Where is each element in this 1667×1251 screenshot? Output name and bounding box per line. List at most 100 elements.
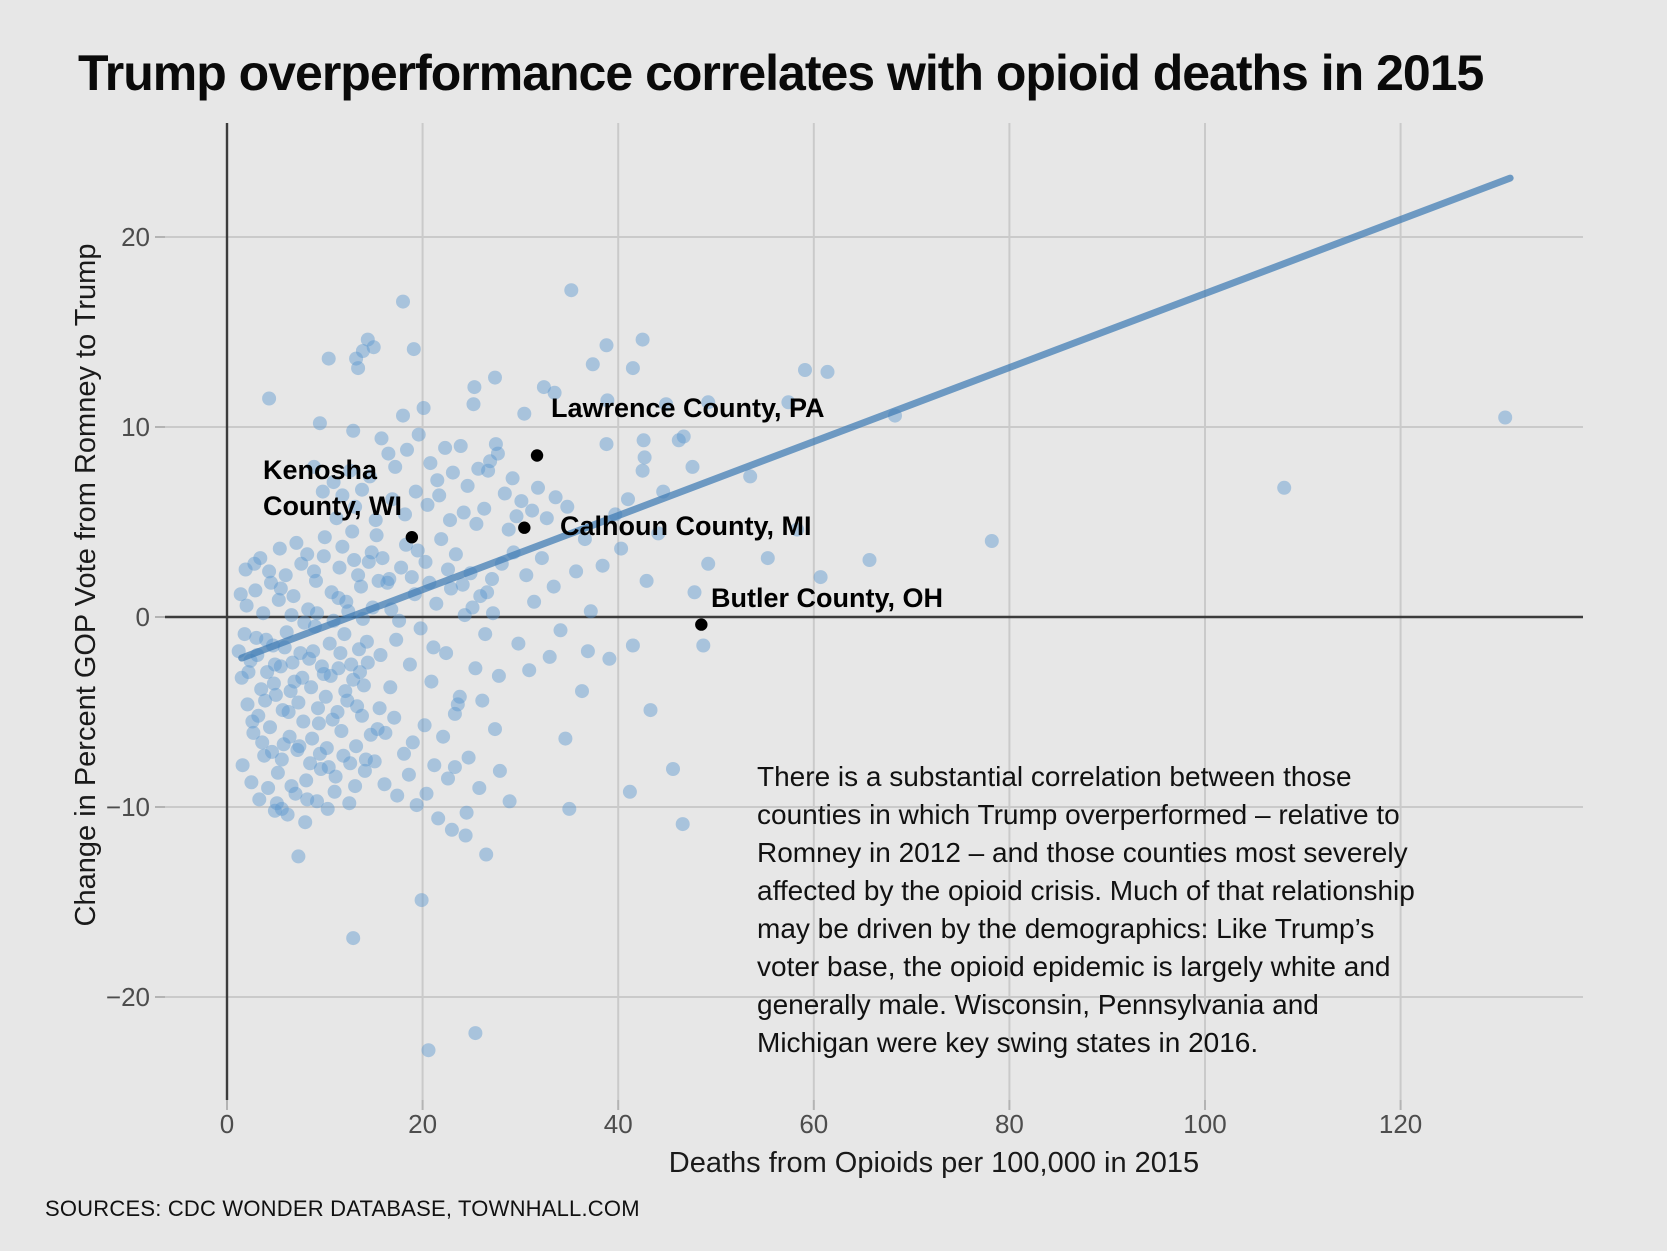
- scatter-point: [310, 794, 324, 809]
- scatter-point: [444, 581, 458, 596]
- scatter-point: [261, 781, 276, 795]
- scatter-point: [456, 505, 471, 520]
- scatter-point: [323, 668, 338, 683]
- scatter-point: [547, 385, 562, 400]
- scatter-point: [285, 655, 300, 670]
- scatter-point: [434, 532, 449, 547]
- y-axis-title: Change in Percent GOP Vote from Romney t…: [70, 244, 102, 927]
- scatter-point: [501, 522, 516, 537]
- scatter-point: [335, 488, 350, 503]
- scatter-point: [355, 344, 370, 358]
- scatter-point: [491, 668, 506, 683]
- scatter-point: [485, 572, 499, 586]
- scatter-point: [398, 507, 412, 522]
- scatter-point: [318, 689, 333, 704]
- scatter-point: [354, 579, 368, 594]
- scatter-point: [246, 725, 261, 740]
- scatter-point: [233, 587, 248, 602]
- scatter-point: [621, 492, 635, 507]
- scatter-point: [273, 581, 288, 596]
- scatter-point: [696, 638, 711, 653]
- scatter-point: [335, 539, 350, 554]
- scatter-point: [509, 509, 524, 524]
- scatter-point: [441, 562, 455, 577]
- y-tick-label: 20: [121, 222, 150, 252]
- scatter-point: [625, 638, 640, 653]
- scatter-point: [460, 478, 475, 493]
- scatter-point: [687, 585, 702, 600]
- scatter-point: [369, 528, 384, 543]
- scatter-point: [492, 763, 507, 778]
- scatter-point: [497, 486, 512, 501]
- scatter-point: [260, 665, 275, 680]
- scatter-point: [781, 395, 796, 410]
- scatter-point: [337, 627, 352, 642]
- scatter-point: [862, 553, 877, 567]
- scatter-point: [279, 625, 294, 640]
- scatter-point: [262, 391, 277, 406]
- scatter-point: [469, 516, 484, 531]
- scatter-point: [790, 522, 805, 537]
- labeled-point-dot: [518, 521, 531, 534]
- scatter-point: [305, 731, 320, 746]
- scatter-point: [284, 779, 299, 794]
- scatter-point: [413, 621, 428, 636]
- scatter-point: [636, 433, 651, 448]
- scatter-point: [331, 591, 346, 605]
- scatter-point: [329, 511, 344, 526]
- y-tick-label: 0: [136, 602, 150, 632]
- scatter-point: [298, 815, 313, 830]
- scatter-point: [339, 594, 354, 609]
- scatter-point: [431, 811, 446, 826]
- scatter-point: [479, 847, 494, 862]
- x-tick-label: 100: [1183, 1109, 1226, 1139]
- scatter-point: [275, 703, 290, 718]
- scatter-point: [332, 560, 347, 575]
- scatter-point: [301, 602, 316, 617]
- scatter-point: [272, 541, 287, 556]
- scatter-point: [514, 494, 529, 509]
- scatter-point: [367, 754, 382, 769]
- x-axis-title: Deaths from Opioids per 100,000 in 2015: [669, 1147, 1199, 1179]
- scatter-point: [312, 416, 327, 431]
- scatter-point: [466, 397, 481, 412]
- scatter-point: [553, 623, 568, 638]
- scatter-point: [368, 513, 383, 528]
- scatter-point: [423, 456, 438, 471]
- scatter-point: [244, 775, 259, 790]
- scatter-point: [411, 427, 426, 442]
- scatter-point: [625, 361, 640, 376]
- scatter-point: [268, 687, 283, 702]
- scatter-point: [427, 758, 442, 773]
- scatter-point: [307, 564, 321, 579]
- scatter-point: [320, 801, 335, 816]
- scatter-point: [358, 752, 373, 767]
- scatter-point: [290, 743, 305, 757]
- scatter-point: [560, 499, 575, 514]
- scatter-point: [355, 708, 369, 723]
- scatter-point: [346, 423, 361, 438]
- scatter-point: [304, 680, 319, 695]
- scatter-point: [240, 697, 255, 712]
- y-tick-label: 10: [121, 412, 150, 442]
- scatter-point: [595, 558, 610, 573]
- scatter-point: [417, 718, 432, 733]
- scatter-point: [585, 357, 600, 372]
- scatter-point: [316, 667, 331, 681]
- scatter-point: [289, 535, 304, 550]
- scatter-point: [531, 480, 545, 495]
- scatter-point: [546, 579, 561, 594]
- scatter-point: [291, 849, 306, 864]
- x-tick-label: 120: [1379, 1109, 1422, 1139]
- scatter-point: [643, 703, 658, 718]
- scatter-point: [483, 454, 498, 469]
- scatter-point: [353, 665, 367, 680]
- scatter-point: [472, 781, 487, 795]
- scatter-point: [468, 661, 483, 676]
- trend-line: [238, 174, 1514, 662]
- scatter-point: [392, 613, 407, 628]
- scatter-point: [238, 562, 253, 577]
- scatter-point: [396, 408, 410, 423]
- scatter-point: [346, 672, 361, 687]
- scatter-point: [401, 767, 416, 782]
